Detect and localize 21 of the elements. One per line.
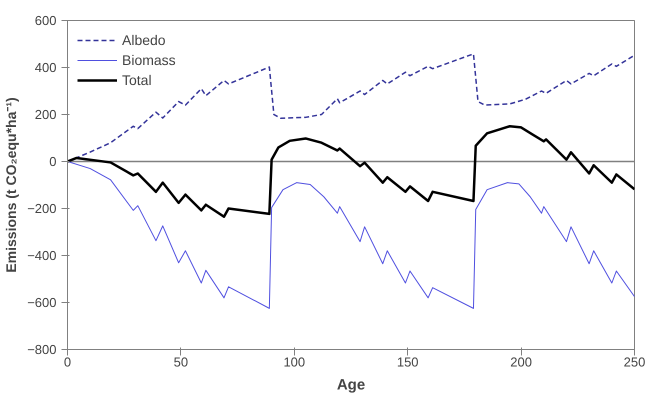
y-tick-label: 0 xyxy=(49,154,57,169)
x-tick-label: 200 xyxy=(510,354,532,370)
x-tick-label: 100 xyxy=(283,354,306,370)
legend-label: Biomass xyxy=(122,52,176,68)
y-tick-label: −600 xyxy=(27,295,57,310)
legend-label: Albedo xyxy=(122,32,166,48)
x-tick-label: 250 xyxy=(624,354,646,370)
x-tick-label: 150 xyxy=(396,354,419,370)
y-tick-label: −800 xyxy=(27,342,57,357)
x-axis-title: Age xyxy=(336,376,366,394)
legend-label: Total xyxy=(122,72,152,88)
y-tick-label: −200 xyxy=(27,201,57,216)
y-tick-label: 200 xyxy=(34,107,57,122)
line-series xyxy=(68,125,634,218)
y-tick-label: 400 xyxy=(34,60,57,75)
y-tick-label: −400 xyxy=(27,248,57,263)
y-axis-title: Emissions (t CO₂equ*ha⁻¹) xyxy=(3,97,20,273)
y-tick-label: 600 xyxy=(34,13,57,28)
x-tick-label: 50 xyxy=(174,354,188,370)
x-tick-label: 0 xyxy=(64,354,72,370)
line-series xyxy=(68,161,634,309)
